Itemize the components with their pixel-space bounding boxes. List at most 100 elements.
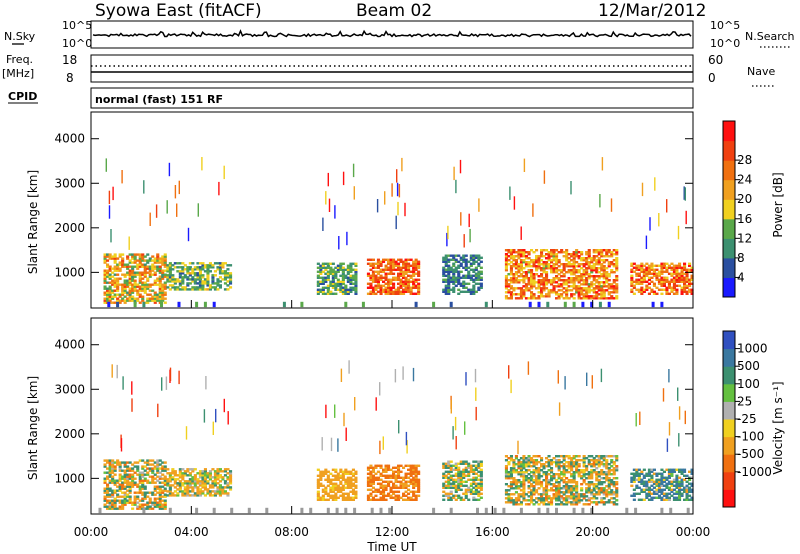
heatmap-cell — [136, 495, 140, 498]
heatmap-cell — [610, 491, 614, 494]
heatmap-cell — [176, 288, 180, 291]
heatmap-cell — [454, 462, 458, 465]
heatmap-cell — [555, 253, 559, 256]
heatmap-cell — [680, 290, 684, 293]
heatmap-cell — [683, 288, 687, 291]
heatmap-cell — [479, 480, 483, 483]
heatmap-cell — [642, 280, 646, 283]
heatmap-cell — [206, 284, 210, 287]
heatmap-cell — [459, 460, 463, 463]
heatmap-cell — [223, 272, 227, 275]
heatmap-cell — [517, 253, 521, 256]
heatmap-cell — [540, 291, 544, 294]
heatmap-cell — [173, 486, 177, 489]
heatmap-cell — [595, 491, 599, 494]
heatmap-cell — [637, 278, 641, 281]
heatmap-cell — [683, 486, 687, 489]
heatmap-cell — [580, 267, 584, 270]
heatmap-cell — [655, 276, 659, 279]
heatmap-cell — [597, 275, 601, 278]
heatmap-cell — [226, 280, 230, 283]
heatmap-cell — [148, 283, 152, 286]
heatmap-cell — [647, 268, 651, 271]
heatmap-cell — [325, 191, 327, 205]
heatmap-cell — [186, 282, 190, 285]
heatmap-cell — [690, 482, 694, 485]
heatmap-cell — [409, 466, 413, 469]
heatmap-cell — [316, 482, 320, 485]
heatmap-cell — [675, 276, 679, 279]
heatmap-cell — [389, 266, 393, 269]
heatmap-cell — [156, 501, 160, 504]
heatmap-cell — [635, 268, 639, 271]
heatmap-cell — [678, 482, 682, 485]
heatmap-cell — [316, 494, 320, 497]
heatmap-cell — [607, 487, 611, 490]
heatmap-cell — [324, 492, 328, 495]
heatmap-cell — [479, 266, 483, 269]
heatmap-cell — [507, 285, 511, 288]
heatmap-cell — [449, 498, 453, 501]
heatmap-cell — [585, 267, 589, 270]
heatmap-cell — [186, 470, 190, 473]
heatmap-cell — [158, 285, 162, 288]
heatmap-cell — [354, 288, 358, 291]
heatmap-cell — [136, 473, 140, 476]
heatmap-cell — [550, 249, 554, 252]
heatmap-cell — [605, 501, 609, 504]
heatmap-cell — [504, 489, 508, 492]
heatmap-cell — [341, 262, 345, 265]
heatmap-cell — [387, 494, 391, 497]
heatmap-cell — [173, 472, 177, 475]
heatmap-cell — [517, 255, 521, 258]
heatmap-cell — [550, 487, 554, 490]
heatmap-cell — [118, 469, 122, 472]
heatmap-cell — [514, 487, 518, 490]
heatmap-cell — [371, 288, 375, 291]
heatmap-cell — [469, 488, 473, 491]
heatmap-cell — [472, 278, 476, 281]
heatmap-cell — [512, 487, 516, 490]
heatmap-cell — [670, 288, 674, 291]
heatmap-cell — [183, 492, 187, 495]
heatmap-cell — [229, 276, 233, 279]
heatmap-cell — [103, 253, 107, 256]
heatmap-cell — [640, 286, 644, 289]
heatmap-cell — [384, 258, 388, 261]
heatmap-cell — [678, 480, 682, 483]
heatmap-cell — [133, 273, 137, 276]
heatmap-cell — [555, 479, 559, 482]
heatmap-cell — [572, 485, 576, 488]
colorbar-swatch — [723, 199, 735, 220]
heatmap-cell — [527, 481, 531, 484]
heatmap-cell — [602, 259, 606, 262]
heatmap-cell — [218, 474, 222, 477]
heatmap-cell — [108, 281, 112, 284]
heatmap-cell — [600, 481, 604, 484]
heatmap-cell — [412, 282, 416, 285]
heatmap-cell — [447, 272, 451, 275]
heatmap-cell — [467, 470, 471, 473]
heatmap-cell — [666, 199, 668, 213]
heatmap-cell — [667, 476, 671, 479]
heatmap-cell — [615, 491, 619, 494]
heatmap-cell — [208, 264, 212, 267]
ground-scatter-cell — [265, 507, 269, 514]
heatmap-cell — [454, 268, 458, 271]
heatmap-cell — [339, 268, 343, 271]
heatmap-cell — [504, 291, 508, 294]
heatmap-cell — [111, 491, 115, 494]
heatmap-cell — [572, 503, 576, 506]
heatmap-cell — [637, 498, 641, 501]
heatmap-cell — [324, 280, 328, 283]
heatmap-cell — [183, 488, 187, 491]
heatmap-cell — [123, 471, 127, 474]
heatmap-cell — [131, 273, 135, 276]
heatmap-cell — [522, 481, 526, 484]
heatmap-cell — [527, 283, 531, 286]
heatmap-cell — [690, 290, 694, 293]
heatmap-cell — [600, 287, 604, 290]
heatmap-cell — [670, 266, 674, 269]
heatmap-cell — [161, 499, 165, 502]
